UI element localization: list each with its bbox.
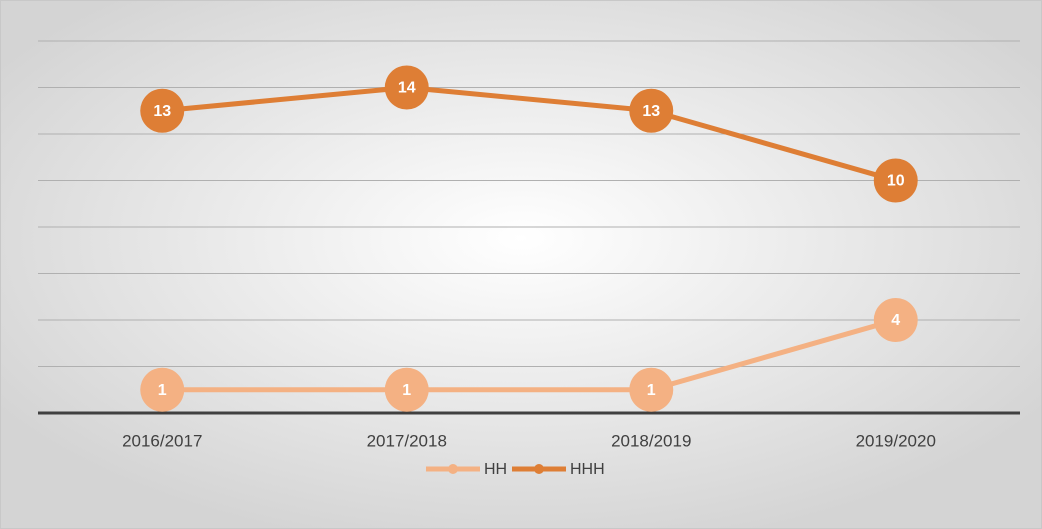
x-tick-label: 2019/2020 [856, 431, 936, 450]
legend-marker [448, 464, 458, 474]
data-label: 1 [158, 382, 167, 399]
data-point [384, 65, 429, 110]
data-label: 13 [642, 103, 660, 120]
data-label: 1 [402, 382, 411, 399]
data-label: 1 [647, 382, 656, 399]
x-tick-label: 2016/2017 [122, 431, 202, 450]
data-point [140, 88, 185, 133]
legend-label: HHH [570, 461, 605, 478]
data-point [140, 367, 185, 412]
data-point [629, 88, 674, 133]
legend-label: HH [484, 461, 507, 478]
data-point [629, 367, 674, 412]
data-label: 13 [153, 103, 171, 120]
x-tick-label: 2018/2019 [611, 431, 691, 450]
data-label: 14 [398, 80, 416, 97]
data-point [384, 367, 429, 412]
data-point [873, 158, 918, 203]
series-line [162, 85, 897, 183]
data-label: 4 [891, 312, 900, 329]
x-tick-label: 2017/2018 [367, 431, 447, 450]
data-point [873, 298, 918, 342]
data-label: 10 [887, 173, 905, 190]
series-line [162, 317, 897, 393]
legend-marker [534, 464, 544, 474]
